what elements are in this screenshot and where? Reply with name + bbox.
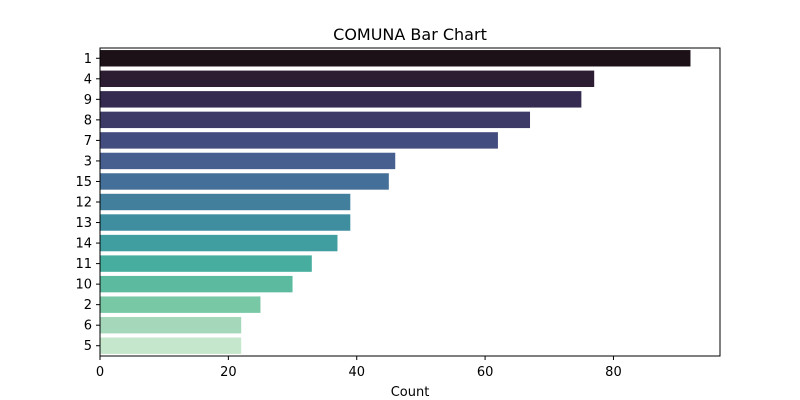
- y-tick-label: 9: [84, 93, 92, 108]
- plot-frame: [99, 47, 721, 357]
- bar-12: [100, 193, 351, 211]
- bars-layer: [100, 50, 691, 354]
- bar-15: [100, 173, 389, 190]
- y-tick-label: 7: [84, 134, 92, 149]
- y-tick-label: 11: [75, 257, 92, 272]
- bar-14: [100, 234, 338, 252]
- x-axis-label: Count: [391, 385, 430, 400]
- y-tick-label: 15: [75, 175, 92, 190]
- bar-5: [100, 337, 242, 354]
- x-tick-label: 0: [96, 365, 104, 380]
- bar-7: [100, 132, 498, 149]
- y-tick-label: 5: [84, 339, 92, 354]
- bar-10: [100, 275, 293, 293]
- y-tick-label: 13: [75, 216, 92, 231]
- y-tick-label: 14: [75, 237, 92, 252]
- bar-9: [100, 91, 582, 108]
- x-tick-label: 80: [605, 365, 622, 380]
- y-tick-label: 6: [84, 319, 92, 334]
- y-tick-label: 4: [84, 72, 92, 87]
- bar-3: [100, 152, 396, 170]
- y-tick-label: 3: [84, 154, 92, 169]
- bar-6: [100, 316, 242, 334]
- y-tick-label: 12: [75, 196, 92, 211]
- chart-title: COMUNA Bar Chart: [333, 25, 487, 44]
- bar-11: [100, 255, 312, 272]
- x-axis-ticks: 0 20 40 60 80: [96, 356, 622, 380]
- y-tick-label: 2: [84, 298, 92, 313]
- x-tick-label: 60: [477, 365, 494, 380]
- x-tick-label: 20: [220, 365, 237, 380]
- bar-2: [100, 296, 261, 313]
- x-tick-label: 40: [348, 365, 365, 380]
- y-tick-label: 10: [75, 278, 92, 293]
- y-tick-label: 1: [84, 52, 92, 67]
- bar-13: [100, 214, 351, 231]
- bar-1: [100, 50, 691, 67]
- bar-4: [100, 70, 595, 88]
- y-tick-label: 8: [84, 113, 92, 128]
- bar-8: [100, 111, 531, 129]
